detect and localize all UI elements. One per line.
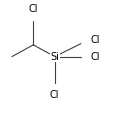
Text: Cl: Cl xyxy=(90,52,100,62)
Text: Cl: Cl xyxy=(29,4,38,14)
Text: Cl: Cl xyxy=(90,35,100,45)
Text: Cl: Cl xyxy=(50,90,60,100)
Text: Si: Si xyxy=(50,52,59,62)
